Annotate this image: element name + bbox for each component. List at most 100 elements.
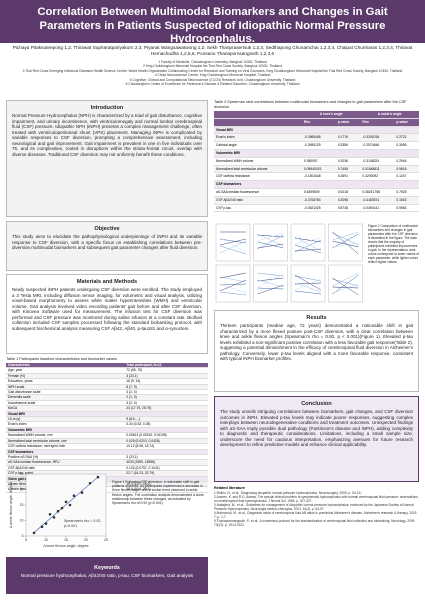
panel-line	[219, 238, 247, 246]
table-cell: 0.3955	[394, 141, 419, 150]
fit-line	[33, 476, 99, 533]
point	[64, 500, 68, 504]
panel-line	[294, 274, 322, 291]
table-cell: Volumetric MRI	[214, 149, 419, 158]
section-row: Visual MRI	[214, 126, 419, 135]
point	[32, 531, 36, 535]
table-cell: 0.3356	[335, 141, 361, 150]
panel-line	[219, 283, 247, 286]
table-cell: 10.12 (8.06, 18.74)	[124, 443, 208, 450]
table-cell: -0.3292018	[360, 133, 395, 143]
table-cell: -0.3148224	[360, 157, 395, 166]
keywords-text: Normal pressure hydrocephalus, Aβ42/40 r…	[20, 573, 194, 578]
table-cell: 0.2098	[335, 196, 361, 205]
table-row: CSF Aβ42/40 ratio -0.3708784 0.2098 -0.4183…	[214, 196, 419, 205]
section-row: Visual MRI	[6, 411, 208, 418]
table-row: CSF outflow resistance -0.1501648 0.2691 0.…	[214, 172, 419, 182]
panel-line	[332, 272, 359, 287]
y-tick-label: 10	[20, 519, 24, 523]
table-row: Evan's index 0.34 (0.33, 0.35)	[6, 421, 208, 428]
table-cell: Positive αS RAA (%)	[6, 454, 125, 461]
reference: 2.Andren, K. and R.G. Adams, The special…	[214, 495, 418, 503]
panel-line	[257, 232, 284, 242]
table-row: Normalized total ventricular volume, cm³…	[6, 438, 208, 445]
table-cell: -0.3708784	[301, 196, 336, 205]
section-row: CSF biomarkers	[6, 449, 208, 455]
section-row: Volumetric MRI	[214, 149, 419, 158]
table-cell: -0.3965498	[301, 133, 336, 143]
references: Related literature 1.Relkin, N., et al.,…	[214, 486, 419, 527]
panel-line	[257, 284, 284, 295]
header-cell	[214, 118, 302, 127]
table-cell: 0.1247	[394, 172, 419, 182]
table-cell: 0.00613 (0.00310, 0.01195)	[124, 432, 208, 439]
table-cell: 0.380097	[301, 157, 336, 166]
table-cell: Gait disturbance scale	[6, 389, 125, 396]
table-row: Female (%) 3 (23.1)	[6, 373, 208, 380]
table-cell: -0.0494141	[360, 204, 395, 213]
table-cell: 0.2946	[394, 157, 419, 166]
table-caption: Table 2 Spearman rank correlations betwe…	[214, 100, 407, 109]
conclusion: Conclusion The study unveils intriguing …	[214, 396, 419, 482]
panel-line	[294, 244, 322, 254]
table-row: Dementia scale 2 (1, 3)	[6, 394, 208, 401]
objective: Objective This study aims to elucidate t…	[6, 221, 208, 271]
table-cell: 15.4 (12.7, 18.0)	[124, 481, 208, 488]
reference: 1.Relkin, N., et al., Diagnosing idiopat…	[214, 491, 362, 495]
table-cell: 0.2036	[335, 157, 361, 166]
table-row: Callosal angle -0.2695125 0.3356 -0.2574846…	[214, 141, 419, 150]
table-cell: 0.05940019	[301, 165, 336, 174]
panel-line	[332, 233, 359, 249]
keywords-heading: Keywords	[94, 565, 120, 571]
panel	[215, 264, 251, 303]
table-row: MoCA 23 (17.75, 25.75)	[6, 405, 208, 412]
scatter-figure: 5 10 15 20 25 5 10 15 20 25 Spearman's rho = 0.92,…	[9, 472, 108, 548]
table-cell: -0.4183574	[360, 196, 395, 205]
section-heading: Conclusion	[301, 401, 332, 407]
panel-line	[257, 287, 284, 290]
table-cell: MoCA	[6, 405, 125, 412]
table-cell: 4033 (3390, 15596)	[124, 459, 208, 466]
panel-line	[219, 245, 247, 255]
figure-caption: Figure 1 Following CSF diversion, a noti…	[112, 480, 204, 506]
table-cell: 72 (65, 75)	[124, 367, 208, 374]
section-text: Normal Pressure Hydrocephalus (NPH) is c…	[12, 113, 202, 157]
y-axis-label: Δ ankle flexion angle, degree	[9, 482, 13, 528]
table-cell: 0.7925	[394, 188, 419, 197]
panel-line	[257, 279, 284, 288]
affiliation: 3 Thai Red Cross Emerging Infectious Dis…	[22, 68, 403, 73]
table: Characteristic Total participant, N=13 Age…	[6, 363, 208, 493]
point	[40, 525, 44, 528]
panel-line	[294, 237, 322, 243]
table-row: Evan's index -0.3965498 0.1776 -0.3292018 0.…	[214, 133, 419, 143]
table-cell: Callosal angle	[214, 141, 302, 150]
table-cell: Evan's index	[214, 133, 302, 143]
panel-line	[219, 279, 247, 292]
table-cell: 3 (2, 4)	[124, 389, 208, 396]
affiliation: 5 Cognitive, Clinical and Computational …	[129, 77, 296, 82]
table-cell: αS-SAA median fluorescence, RFU	[6, 459, 125, 466]
section-text: The study unveils intriguing correlation…	[220, 409, 413, 447]
methods: Materials and Methods Newly suspected iN…	[6, 274, 208, 354]
table-row: iNPH scale 8 (7, 9)	[6, 384, 208, 391]
y-tick-label: 20	[20, 488, 24, 492]
table-cell: 18.0 (10.6, 20.1)	[124, 486, 208, 493]
panel-line	[294, 237, 322, 245]
section-text: This study aims to elucidate the pathoph…	[12, 234, 202, 250]
panel-line	[294, 282, 322, 293]
table-cell: Female (%)	[6, 373, 125, 380]
panel-line	[257, 272, 284, 277]
panel-line	[332, 231, 359, 255]
table-cell: CSF outflow resistance, mmHg/mL/min	[6, 443, 125, 450]
section-text: Newly suspected iNPH patients undergoing…	[12, 287, 202, 331]
table-cell: 0.2691	[335, 172, 361, 182]
references-heading: Related literature	[214, 486, 246, 490]
x-tick-label: 20	[84, 538, 88, 542]
table-cell: Incontinence scale	[6, 400, 125, 407]
table-cell: Normalized total ventricular volume	[214, 165, 302, 174]
header-cell: Characteristic	[6, 363, 125, 369]
panel-line	[219, 283, 247, 294]
table-cell: 0.9618	[394, 165, 419, 174]
table-cell: 0.102 (0.0757, 0.1041)	[124, 465, 208, 472]
table-row: CSF Aβ42/40 ratio 0.102 (0.0757, 0.1041)	[6, 465, 208, 472]
